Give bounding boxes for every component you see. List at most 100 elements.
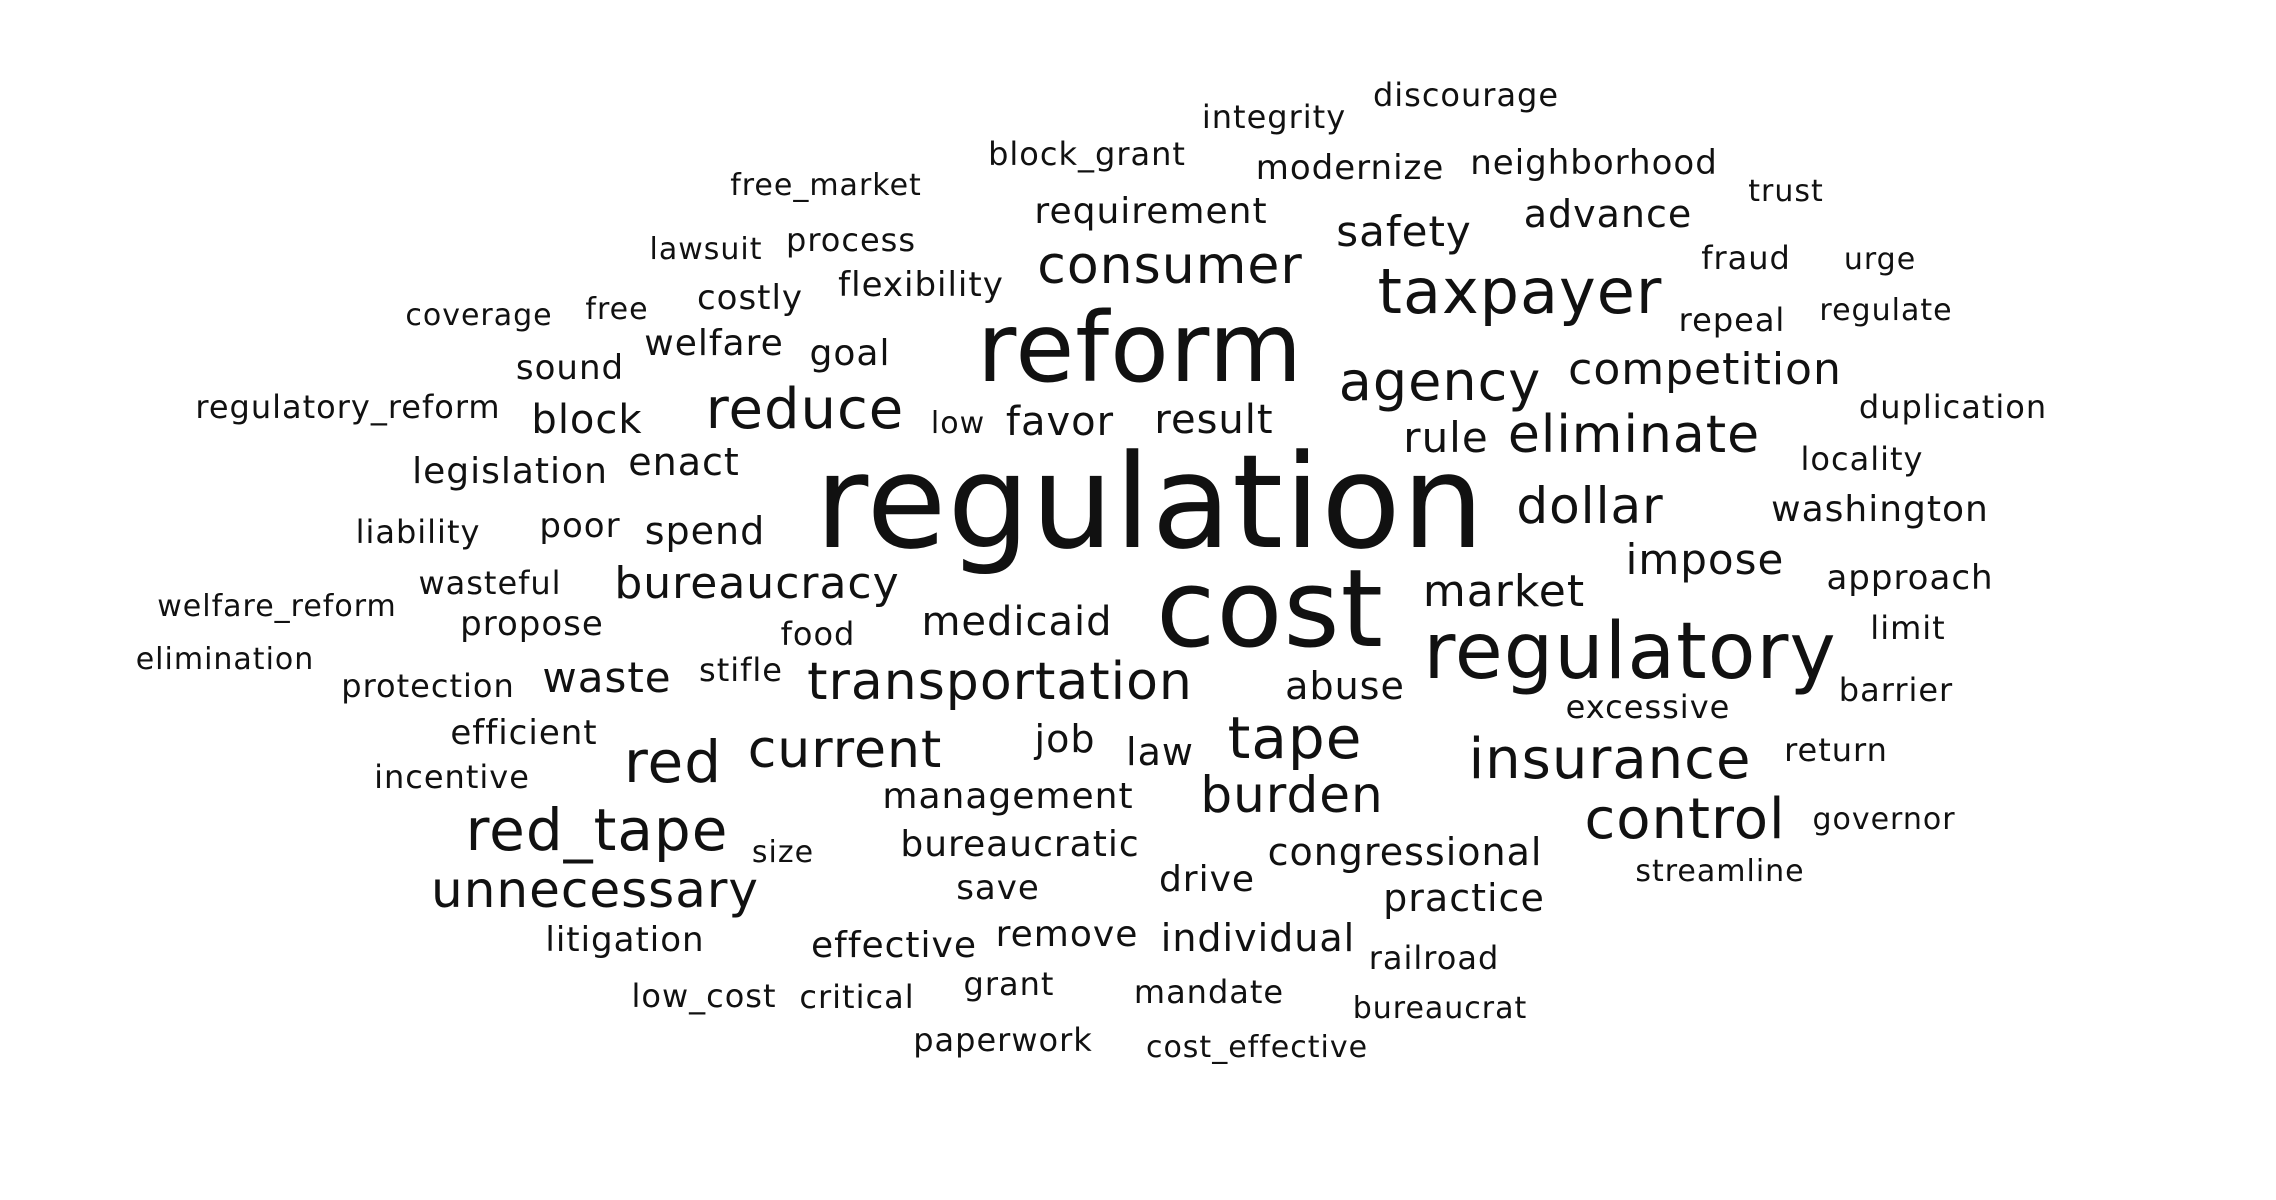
word-rule: rule (1403, 413, 1489, 462)
word-lawsuit: lawsuit (649, 232, 763, 267)
word-regulatory: regulatory (1423, 607, 1837, 697)
word-reduce: reduce (705, 377, 905, 442)
word-limit: limit (1870, 609, 1946, 647)
word-regulate: regulate (1819, 293, 1953, 328)
word-dollar: dollar (1516, 477, 1664, 535)
word-regulatory-reform: regulatory_reform (195, 388, 501, 426)
word-size: size (751, 835, 815, 870)
word-return: return (1784, 731, 1888, 769)
word-favor: favor (1005, 399, 1115, 445)
word-consumer: consumer (1037, 236, 1303, 296)
word-poor: poor (539, 506, 621, 546)
word-costly: costly (696, 278, 804, 318)
word-block: block (531, 397, 643, 443)
word-red: red (623, 728, 723, 796)
word-medicaid: medicaid (921, 599, 1113, 645)
word-trust: trust (1748, 174, 1824, 209)
word-streamline: streamline (1635, 854, 1805, 889)
word-grant: grant (963, 965, 1055, 1003)
word-agency: agency (1338, 350, 1542, 413)
word-regulation: regulation (814, 426, 1486, 578)
word-requirement: requirement (1034, 191, 1268, 232)
word-effective: effective (810, 925, 978, 966)
word-waste: waste (542, 653, 672, 702)
word-current: current (747, 720, 943, 780)
word-efficient: efficient (450, 713, 598, 753)
word-wasteful: wasteful (418, 564, 562, 602)
word-free-market: free_market (730, 168, 922, 203)
word-competition: competition (1568, 344, 1842, 395)
word-save: save (956, 868, 1040, 908)
word-fraud: fraud (1701, 239, 1791, 277)
word-governor: governor (1812, 802, 1956, 837)
word-railroad: railroad (1368, 939, 1500, 977)
word-individual: individual (1160, 916, 1356, 960)
word-law: law (1126, 730, 1194, 774)
word-elimination: elimination (135, 642, 315, 677)
word-job: job (1034, 717, 1096, 761)
word-drive: drive (1158, 859, 1256, 900)
word-cost: cost (1155, 547, 1385, 672)
word-coverage: coverage (405, 298, 553, 333)
word-market: market (1422, 566, 1586, 617)
word-result: result (1154, 397, 1274, 443)
word-bureaucratic: bureaucratic (900, 824, 1140, 865)
word-approach: approach (1826, 558, 1994, 598)
word-repeal: repeal (1678, 301, 1786, 339)
word-transportation: transportation (807, 652, 1193, 712)
word-remove: remove (995, 914, 1139, 955)
word-litigation: litigation (545, 920, 705, 960)
word-barrier: barrier (1838, 671, 1954, 709)
word-congressional: congressional (1267, 830, 1543, 874)
word-stifle: stifle (699, 651, 783, 689)
word-spend: spend (644, 509, 766, 553)
word-insurance: insurance (1468, 727, 1752, 792)
word-impose: impose (1625, 535, 1785, 584)
word-protection: protection (341, 667, 515, 705)
word-control: control (1584, 787, 1786, 852)
word-discourage: discourage (1372, 76, 1560, 114)
word-critical: critical (799, 978, 915, 1016)
word-sound: sound (515, 348, 625, 388)
word-cost-effective: cost_effective (1145, 1030, 1369, 1065)
word-taxpayer: taxpayer (1377, 255, 1663, 328)
word-liability: liability (355, 513, 481, 551)
word-welfare: welfare (644, 323, 784, 364)
word-tape: tape (1227, 704, 1363, 772)
word-red-tape: red_tape (465, 796, 729, 864)
word-welfare-reform: welfare_reform (157, 589, 397, 624)
word-flexibility: flexibility (838, 265, 1004, 305)
word-bureaucrat: bureaucrat (1352, 991, 1528, 1026)
word-burden: burden (1200, 766, 1384, 824)
word-low-cost: low_cost (631, 977, 777, 1015)
word-modernize: modernize (1255, 148, 1445, 188)
word-locality: locality (1800, 440, 1924, 478)
word-duplication: duplication (1858, 388, 2048, 426)
word-advance: advance (1523, 192, 1693, 236)
word-management: management (882, 776, 1134, 817)
word-paperwork: paperwork (913, 1021, 1093, 1059)
word-block-grant: block_grant (988, 135, 1186, 173)
word-eliminate: eliminate (1507, 405, 1761, 465)
word-process: process (786, 221, 916, 259)
word-food: food (780, 615, 856, 653)
word-excessive: excessive (1565, 688, 1731, 726)
word-reform: reform (976, 292, 1304, 404)
word-urge: urge (1843, 242, 1917, 277)
word-unnecessary: unnecessary (431, 861, 759, 919)
word-propose: propose (460, 604, 604, 644)
word-mandate: mandate (1133, 973, 1285, 1011)
word-free: free (585, 292, 649, 327)
word-legislation: legislation (412, 451, 608, 492)
word-goal: goal (809, 333, 891, 374)
word-incentive: incentive (374, 758, 530, 796)
word-abuse: abuse (1285, 664, 1405, 708)
word-washington: washington (1771, 489, 1989, 530)
word-practice: practice (1383, 876, 1545, 920)
word-integrity: integrity (1201, 98, 1347, 136)
word-safety: safety (1336, 207, 1472, 256)
word-neighborhood: neighborhood (1470, 143, 1718, 183)
word-enact: enact (628, 440, 740, 484)
word-low: low (930, 406, 986, 441)
